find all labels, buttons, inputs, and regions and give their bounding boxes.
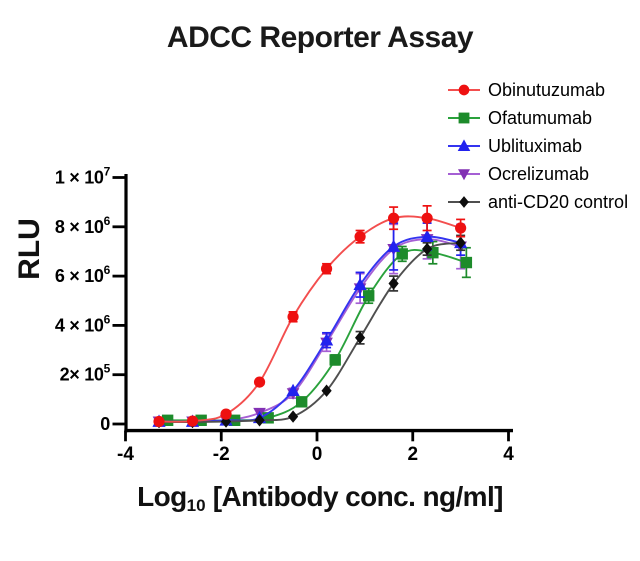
x-axis-title-subscript: 10 (186, 496, 206, 515)
point-obinutuzumab (388, 212, 400, 224)
legend-item-ofatumumab: Ofatumumab (447, 104, 628, 132)
point-anti-cd20-control (287, 410, 299, 423)
legend-label: Obinutuzumab (488, 79, 606, 100)
legend-item-ocrelizumab: Ocrelizumab (447, 160, 628, 188)
legend-marker-ublituximab (457, 139, 471, 152)
y-tick-label: 2× 105 (60, 362, 111, 385)
y-axis-title: RLU (13, 218, 46, 280)
y-tick-label: 1 × 107 (55, 165, 111, 188)
legend: Obinutuzumab Ofatumumab Ublituximab Ocreliz… (447, 76, 628, 216)
legend-label: anti-CD20 control (488, 191, 629, 212)
point-ublituximab (353, 277, 367, 291)
point-anti-cd20-control (254, 414, 265, 427)
legend-triangle-down-icon (448, 169, 480, 181)
x-tick-label: -2 (213, 444, 230, 465)
legend-square-icon (448, 112, 480, 124)
point-ublituximab (319, 333, 334, 346)
legend-label: Ofatumumab (488, 107, 593, 128)
y-tick-label: 0 (100, 414, 110, 434)
point-obinutuzumab (253, 376, 266, 388)
x-tick-label: 0 (312, 444, 323, 465)
point-obinutuzumab (320, 263, 333, 275)
point-ublituximab (420, 229, 434, 242)
x-tick-label: 4 (503, 444, 514, 465)
legend-marker-anti-cd20-control (459, 196, 469, 208)
point-anti-cd20-control (321, 384, 332, 397)
curve-anti-cd20-control (159, 241, 461, 424)
point-anti-cd20-control (354, 331, 366, 344)
chart-title: ADCC Reporter Assay (166, 21, 474, 54)
point-anti-cd20-control (388, 277, 399, 290)
point-ofatumumab (460, 256, 473, 269)
x-tick-label: 2 (407, 444, 418, 465)
x-axis-title-suffix: [Antibody conc. ng/ml] (205, 481, 504, 512)
point-obinutuzumab (186, 415, 199, 427)
y-tick-label: 4 × 106 (55, 312, 111, 335)
legend-label: Ocrelizumab (488, 163, 590, 184)
x-tick-label: -4 (117, 444, 134, 465)
point-ofatumumab (295, 396, 308, 408)
axes: 0 2× 105 4 × 106 6 × 106 8 × 106 1 × 107 -4 -2 0… (55, 165, 514, 466)
point-obinutuzumab (421, 212, 433, 224)
series-obinutuzumab (153, 204, 467, 428)
point-obinutuzumab (455, 222, 467, 234)
legend-label: Ublituximab (488, 135, 583, 156)
point-ublituximab (286, 383, 300, 397)
curve-ofatumumab (167, 249, 467, 422)
legend-marker-obinutuzumab (458, 84, 470, 96)
point-anti-cd20-control (422, 242, 433, 256)
x-axis-title: Log10 [Antibody conc. ng/ml] (0, 481, 640, 515)
point-obinutuzumab (287, 311, 299, 323)
legend-item-ublituximab: Ublituximab (447, 132, 628, 160)
point-ofatumumab (427, 246, 439, 259)
point-obinutuzumab (354, 231, 366, 243)
series-anti-cd20-control (153, 234, 466, 429)
y-tick-label: 6 × 106 (55, 263, 111, 286)
point-ofatumumab (329, 354, 341, 366)
curve-obinutuzumab (158, 215, 461, 423)
point-anti-cd20-control (455, 236, 466, 250)
point-ofatumumab (363, 290, 375, 302)
legend-triangle-up-icon (448, 139, 480, 152)
point-obinutuzumab (220, 408, 232, 420)
y-tick-label: 8 × 106 (55, 214, 111, 237)
point-ublituximab (387, 239, 401, 252)
series-ofatumumab (161, 240, 473, 427)
legend-marker-ofatumumab (458, 112, 470, 124)
point-ofatumumab (396, 248, 408, 260)
x-axis-title-prefix: Log (137, 481, 187, 512)
point-obinutuzumab (153, 415, 165, 428)
legend-item-anti-cd20-control: anti-CD20 control (447, 188, 628, 216)
legend-item-obinutuzumab: Obinutuzumab (447, 76, 628, 104)
legend-diamond-icon (448, 196, 480, 208)
legend-circle-icon (448, 84, 480, 96)
legend-marker-ocrelizumab (458, 169, 470, 181)
point-ofatumumab (161, 414, 174, 427)
point-ofatumumab (262, 412, 274, 424)
